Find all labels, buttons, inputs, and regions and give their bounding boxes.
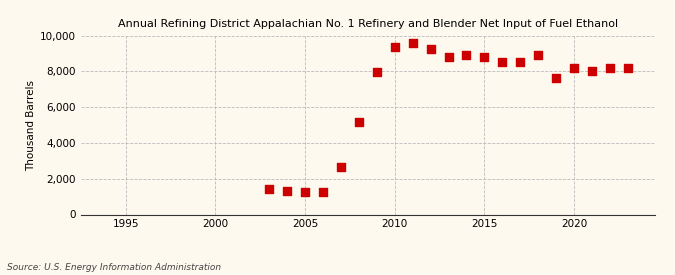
Point: [354, 119, 364, 124]
Point: [497, 59, 508, 64]
Point: [318, 189, 329, 194]
Point: [605, 66, 616, 70]
Title: Annual Refining District Appalachian No. 1 Refinery and Blender Net Input of Fue: Annual Refining District Appalachian No.…: [118, 20, 618, 29]
Point: [587, 68, 597, 73]
Point: [389, 45, 400, 50]
Point: [461, 53, 472, 58]
Point: [264, 187, 275, 192]
Point: [515, 59, 526, 64]
Point: [407, 41, 418, 45]
Point: [425, 47, 436, 51]
Point: [281, 189, 292, 194]
Point: [443, 55, 454, 59]
Y-axis label: Thousand Barrels: Thousand Barrels: [26, 80, 36, 170]
Point: [479, 55, 490, 59]
Point: [300, 190, 310, 194]
Point: [622, 66, 633, 70]
Point: [335, 165, 346, 169]
Point: [568, 66, 579, 70]
Point: [551, 76, 562, 80]
Point: [371, 70, 382, 75]
Point: [533, 53, 543, 58]
Text: Source: U.S. Energy Information Administration: Source: U.S. Energy Information Administ…: [7, 263, 221, 272]
